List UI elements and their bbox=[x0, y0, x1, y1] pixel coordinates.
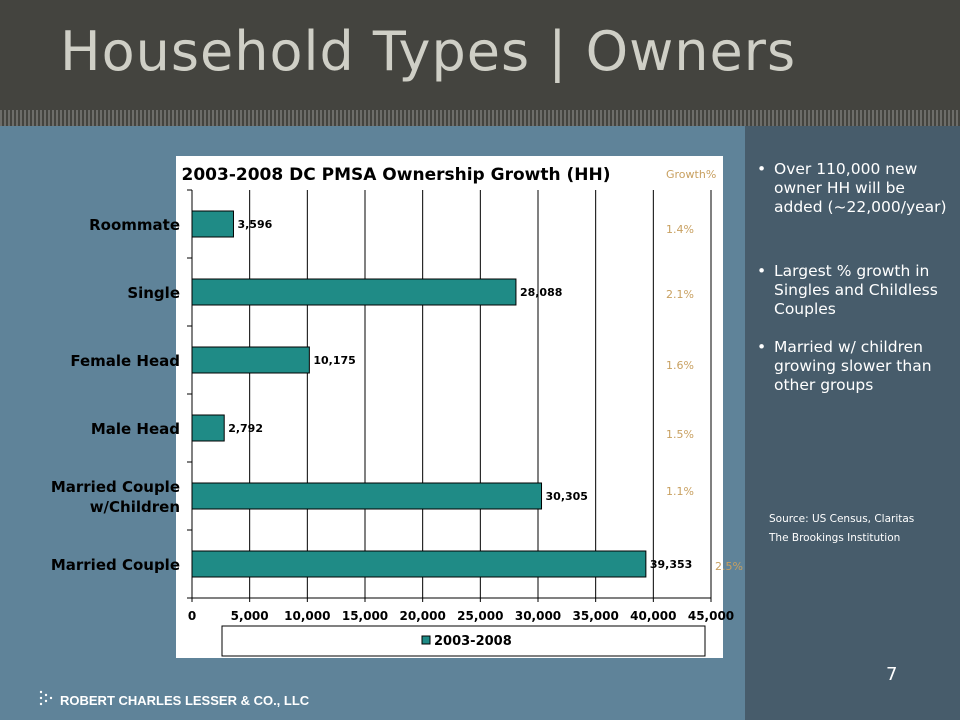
source-line-2: The Brookings Institution bbox=[769, 532, 901, 544]
x-tick-label: 30,000 bbox=[515, 609, 561, 623]
category-label: Married Couple bbox=[51, 556, 180, 574]
bullet-3: • Married w/ children growing slower tha… bbox=[757, 338, 956, 395]
data-label: 2,792 bbox=[228, 422, 263, 435]
company-name: ROBERT CHARLES LESSER & CO., LLC bbox=[60, 693, 310, 708]
source-line-1: Source: US Census, Claritas bbox=[769, 513, 915, 525]
x-tick-label: 45,000 bbox=[688, 609, 734, 623]
x-tick-label: 5,000 bbox=[231, 609, 269, 623]
bullet-1: • Over 110,000 new owner HH will be adde… bbox=[757, 160, 956, 217]
bullet-dot: • bbox=[757, 160, 767, 178]
growth-label: 2.1% bbox=[666, 288, 694, 301]
legend-label: 2003-2008 bbox=[434, 634, 512, 649]
slide-title: Household Types | Owners bbox=[60, 20, 797, 83]
growth-label: 2.5% bbox=[715, 560, 743, 573]
growth-label: 1.6% bbox=[666, 359, 694, 372]
bullet-2: • Largest % growth in Singles and Childl… bbox=[757, 262, 956, 319]
growth-label: 1.1% bbox=[666, 485, 694, 498]
category-label: Male Head bbox=[91, 420, 180, 438]
growth-label: 1.5% bbox=[666, 428, 694, 441]
growth-label: 1.4% bbox=[666, 223, 694, 236]
bullet-text: Married w/ children growing slower than … bbox=[774, 338, 932, 394]
x-tick-label: 15,000 bbox=[342, 609, 388, 623]
logo-icon bbox=[39, 690, 53, 706]
category-label: w/Children bbox=[90, 498, 180, 516]
x-tick-label: 10,000 bbox=[284, 609, 330, 623]
bullet-text: Over 110,000 new owner HH will be added … bbox=[774, 160, 947, 216]
data-label: 3,596 bbox=[237, 218, 272, 231]
bar bbox=[191, 482, 543, 510]
bar bbox=[191, 414, 225, 442]
data-label: 39,353 bbox=[650, 558, 692, 571]
bullet-text: Largest % growth in Singles and Childles… bbox=[774, 262, 938, 318]
category-label: Married Couple bbox=[51, 478, 180, 496]
legend-swatch bbox=[421, 635, 431, 645]
title-stripe bbox=[0, 110, 960, 126]
right-panel bbox=[745, 126, 960, 720]
x-tick-label: 20,000 bbox=[400, 609, 446, 623]
category-label: Female Head bbox=[70, 352, 180, 370]
category-label: Roommate bbox=[89, 216, 180, 234]
data-label: 28,088 bbox=[520, 286, 562, 299]
bar bbox=[191, 278, 517, 306]
data-label: 10,175 bbox=[313, 354, 355, 367]
x-tick-label: 25,000 bbox=[457, 609, 503, 623]
legend-box bbox=[221, 625, 706, 657]
title-bar: Household Types | Owners bbox=[0, 0, 960, 110]
x-tick-label: 0 bbox=[188, 609, 196, 623]
bar bbox=[191, 210, 234, 238]
x-tick-label: 40,000 bbox=[630, 609, 676, 623]
growth-header: Growth% bbox=[666, 168, 716, 181]
bar bbox=[191, 346, 310, 374]
bar bbox=[191, 550, 647, 578]
bullet-dot: • bbox=[757, 262, 767, 280]
category-label: Single bbox=[127, 284, 180, 302]
x-tick-label: 35,000 bbox=[573, 609, 619, 623]
data-label: 30,305 bbox=[546, 490, 588, 503]
bullet-dot: • bbox=[757, 338, 767, 356]
chart-title: 2003-2008 DC PMSA Ownership Growth (HH) bbox=[182, 165, 611, 185]
page-number: 7 bbox=[886, 664, 898, 685]
